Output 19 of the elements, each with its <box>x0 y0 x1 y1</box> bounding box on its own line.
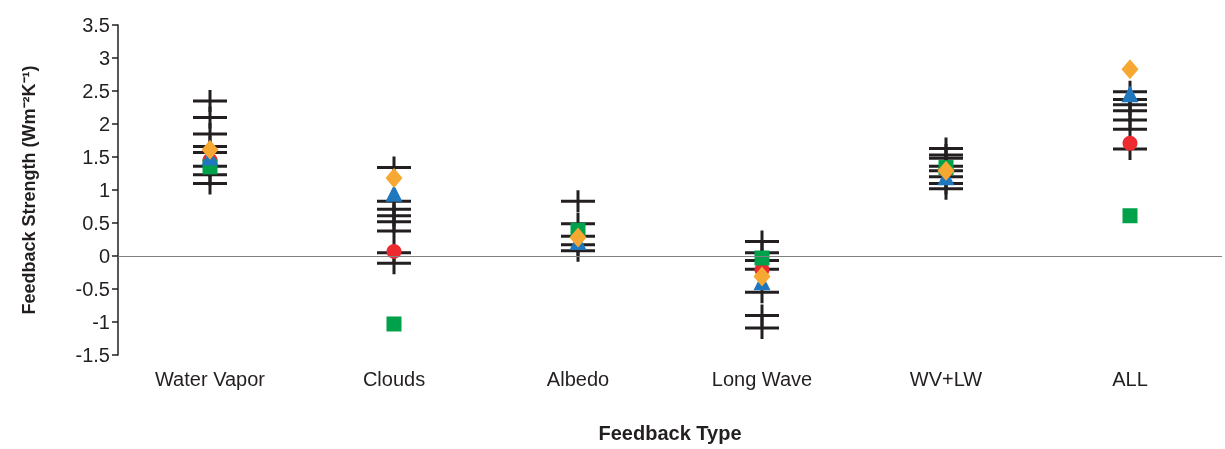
x-tick-label: Clouds <box>362 368 426 390</box>
x-axis-title: Feedback Type <box>598 422 742 444</box>
x-tick-label: WV+LW <box>909 368 983 390</box>
x-tick-label: Long Wave <box>711 368 813 390</box>
y-tick-label: 3 <box>98 47 110 69</box>
y-tick-label: 2 <box>98 113 110 135</box>
y-tick-label: 3.5 <box>82 14 110 36</box>
y-tick-label: 2.5 <box>82 80 110 102</box>
y-tick-label: 1.5 <box>82 146 110 168</box>
y-axis-title: Feedback Strength (Wm⁻²K⁻¹) <box>19 65 39 315</box>
y-tick-label: 0.5 <box>82 212 110 234</box>
x-tick-label: ALL <box>1112 368 1148 390</box>
x-tick-label: Water Vapor <box>154 368 266 390</box>
y-tick-label: 0 <box>98 245 110 267</box>
y-tick-label: -0.5 <box>75 278 110 300</box>
y-tick-label: 1 <box>98 179 110 201</box>
y-tick-label: -1.5 <box>75 344 110 366</box>
x-tick-label: Albedo <box>546 368 610 390</box>
y-tick-label: -1 <box>92 311 110 333</box>
